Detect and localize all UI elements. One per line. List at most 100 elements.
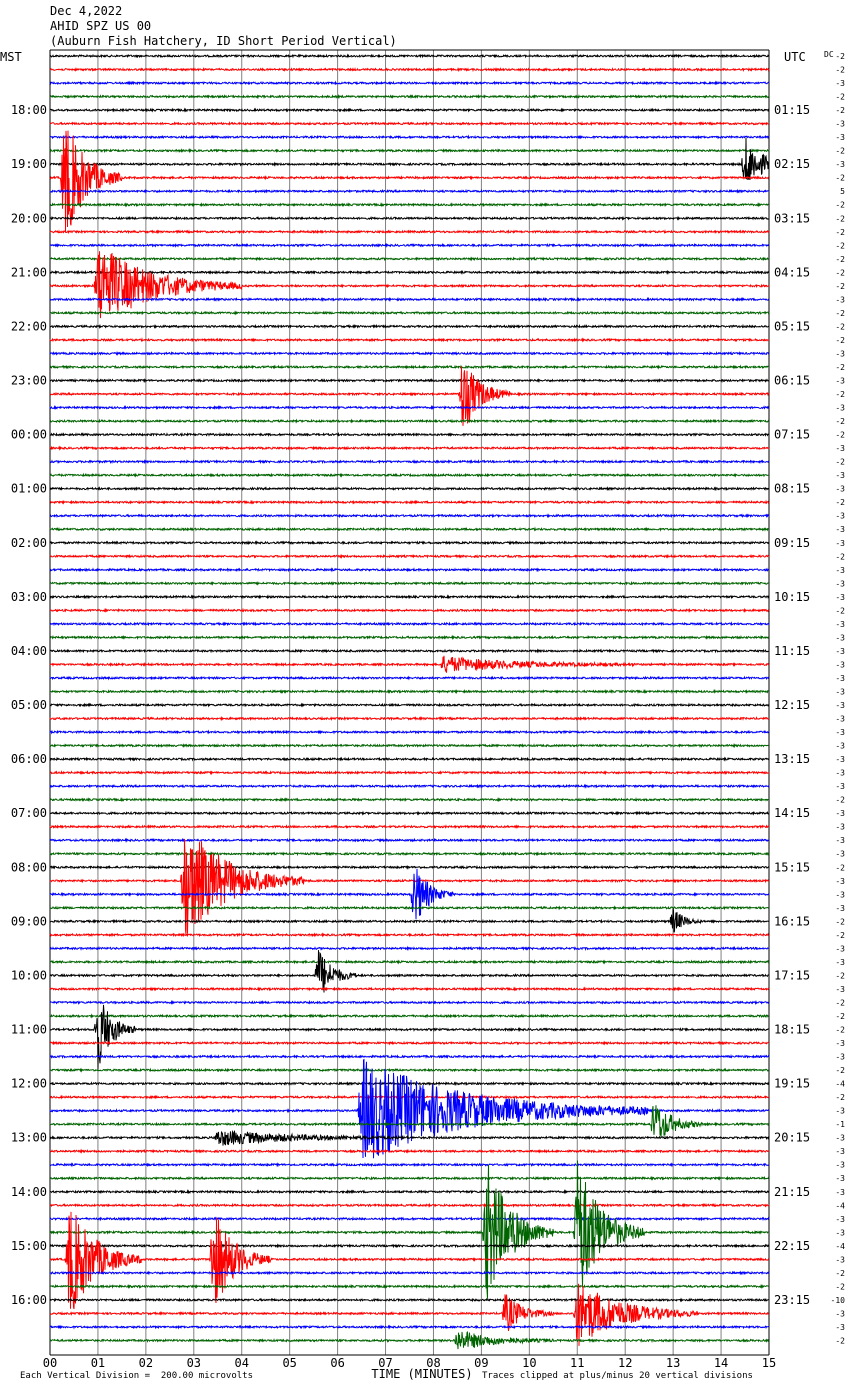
trace-3 xyxy=(49,93,770,100)
dc-offset-label: -2 xyxy=(835,106,845,115)
dc-offset-label: -2 xyxy=(835,998,845,1007)
trace-66 xyxy=(49,945,770,952)
mst-hour-label: 23:00 xyxy=(11,374,47,388)
dc-offset-label: -2 xyxy=(835,431,845,440)
trace-5 xyxy=(49,120,770,127)
dc-offset-label: -3 xyxy=(835,566,845,575)
dc-offset-label: -2 xyxy=(835,1282,845,1291)
x-tick-label: 10 xyxy=(522,1356,536,1370)
trace-1 xyxy=(49,66,770,73)
trace-71 xyxy=(49,1013,770,1019)
trace-33 xyxy=(49,499,770,505)
trace-38 xyxy=(49,567,769,573)
dc-offset-label: -3 xyxy=(835,715,845,724)
dc-offset-label: -3 xyxy=(835,890,845,899)
utc-hour-label: 09:15 xyxy=(774,536,810,550)
mst-hour-label: 05:00 xyxy=(11,698,47,712)
dc-offset-label: -3 xyxy=(835,877,845,886)
trace-42 xyxy=(49,621,770,627)
trace-22 xyxy=(49,350,770,357)
mst-hour-label: 20:00 xyxy=(11,211,47,225)
trace-11 xyxy=(49,202,769,208)
scale-note: Each Vertical Division = 200.00 microvol… xyxy=(20,1371,253,1381)
dc-offset-label: -4 xyxy=(835,1201,845,1210)
dc-offset-label: -3 xyxy=(835,1161,845,1170)
trace-35 xyxy=(49,526,770,532)
trace-24 xyxy=(49,377,770,384)
trace-94 xyxy=(49,1324,770,1330)
dc-offset-label: -3 xyxy=(835,512,845,521)
dc-offset-label: -10 xyxy=(831,1296,846,1305)
dc-offset-label: -3 xyxy=(835,1323,845,1332)
trace-89 xyxy=(49,1211,770,1310)
dc-offset-label: -3 xyxy=(835,471,845,480)
dc-offset-label: -3 xyxy=(835,404,845,413)
dc-offset-label: -3 xyxy=(835,444,845,453)
dc-offset-label: -4 xyxy=(835,1080,845,1089)
dc-offset-label: -3 xyxy=(835,1147,845,1156)
utc-hour-label: 18:15 xyxy=(774,1023,810,1037)
dc-offset-label: -3 xyxy=(835,742,845,751)
utc-hour-label: 20:15 xyxy=(774,1131,810,1145)
trace-65 xyxy=(49,932,770,938)
dc-offset-label: -2 xyxy=(835,498,845,507)
trace-12 xyxy=(49,215,770,221)
dc-offset-label: -3 xyxy=(835,593,845,602)
trace-45 xyxy=(49,655,770,673)
dc-offset-label: -3 xyxy=(835,809,845,818)
dc-label: DC xyxy=(824,50,834,59)
dc-offset-label: -3 xyxy=(835,782,845,791)
trace-88 xyxy=(49,1243,770,1249)
x-tick-label: 11 xyxy=(570,1356,584,1370)
dc-offset-label: -3 xyxy=(835,944,845,953)
mst-hour-label: 03:00 xyxy=(11,590,47,604)
dc-offset-label: -2 xyxy=(835,52,845,61)
trace-59 xyxy=(49,851,770,857)
dc-offset-label: -3 xyxy=(835,1053,845,1062)
trace-50 xyxy=(49,729,770,735)
trace-30 xyxy=(50,459,770,465)
trace-77 xyxy=(49,1094,770,1100)
trace-13 xyxy=(49,229,770,235)
dc-offset-label: -3 xyxy=(835,160,845,169)
dc-offset-label: -3 xyxy=(835,985,845,994)
dc-offset-label: -2 xyxy=(835,322,845,331)
trace-80 xyxy=(49,1129,770,1146)
trace-87 xyxy=(49,1160,770,1299)
dc-offset-label: -3 xyxy=(835,633,845,642)
trace-68 xyxy=(49,950,770,993)
x-tick-label: 00 xyxy=(43,1356,57,1370)
dc-offset-label: -2 xyxy=(835,1012,845,1021)
dc-offset-label: -3 xyxy=(835,769,845,778)
utc-hour-label: 06:15 xyxy=(774,374,810,388)
utc-hour-label: 21:15 xyxy=(774,1185,810,1199)
utc-hour-label: 13:15 xyxy=(774,752,810,766)
mst-hour-label: 08:00 xyxy=(11,860,47,874)
trace-43 xyxy=(50,634,770,641)
header-location: (Auburn Fish Hatchery, ID Short Period V… xyxy=(50,34,397,48)
x-tick-label: 12 xyxy=(618,1356,632,1370)
trace-23 xyxy=(49,364,770,370)
dc-offset-label: -3 xyxy=(835,79,845,88)
dc-offset-label: -3 xyxy=(835,1255,845,1264)
trace-40 xyxy=(50,594,770,600)
trace-56 xyxy=(49,810,770,816)
trace-49 xyxy=(49,715,770,722)
dc-offset-label: -2 xyxy=(835,282,845,291)
trace-74 xyxy=(49,1053,770,1060)
utc-hour-label: 12:15 xyxy=(774,698,810,712)
trace-47 xyxy=(49,688,770,695)
trace-81 xyxy=(49,1148,770,1154)
utc-hour-label: 16:15 xyxy=(774,914,810,928)
dc-offset-label: -2 xyxy=(835,147,845,156)
trace-41 xyxy=(49,607,770,614)
seismic-traces xyxy=(49,53,770,1350)
trace-14 xyxy=(49,242,770,249)
mst-axis-label: MST xyxy=(0,50,22,64)
trace-15 xyxy=(49,256,770,262)
mst-hour-label: 15:00 xyxy=(11,1239,47,1253)
dc-offset-label: -2 xyxy=(835,1337,845,1346)
mst-hour-label: 14:00 xyxy=(11,1185,47,1199)
mst-hour-label: 02:00 xyxy=(11,536,47,550)
utc-hour-label: 04:15 xyxy=(774,265,810,279)
